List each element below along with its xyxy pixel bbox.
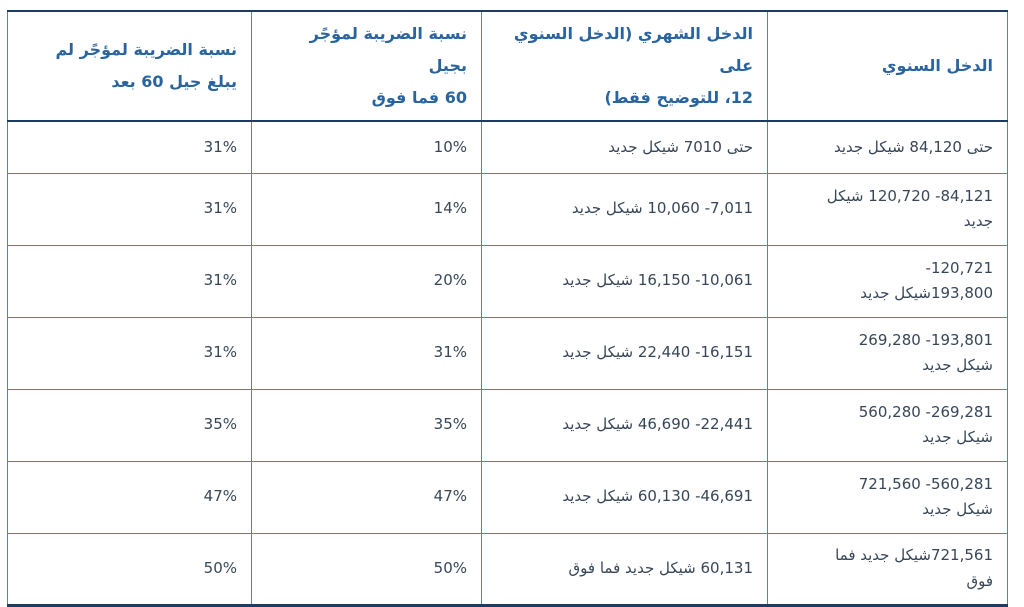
cell-r6-rate-under-60: 47% bbox=[7, 460, 252, 534]
cell-r4-rate-60-plus: 31% bbox=[251, 316, 482, 390]
rental-income-tax-brackets-table: الدخل السنوي الدخل الشهري (الدخل السنوي … bbox=[7, 10, 1008, 607]
cell-r1-monthly-income: حتى 7010 شيكل جديد bbox=[481, 120, 768, 174]
cell-r6-monthly-income: 46,691- 60,130 شيكل جديد bbox=[481, 460, 768, 534]
cell-r3-annual-income: 120,721- 193,800شيكل جديد bbox=[767, 244, 1008, 318]
table-row-4: 193,801- 269,280 شيكل جديد 16,151- 22,44… bbox=[7, 316, 1008, 390]
cell-r3-rate-under-60: 31% bbox=[7, 244, 252, 318]
cell-r5-monthly-income: 22,441- 46,690 شيكل جديد bbox=[481, 388, 768, 462]
cell-r7-rate-under-60: 50% bbox=[7, 532, 252, 606]
table-row-6: 560,281- 721,560 شيكل جديد 46,691- 60,13… bbox=[7, 460, 1008, 534]
cell-r3-monthly-income: 10,061- 16,150 شيكل جديد bbox=[481, 244, 768, 318]
cell-r2-rate-under-60: 31% bbox=[7, 172, 252, 246]
table-row-7: 721,561شيكل جديد فما فوق 60,131 شيكل جدي… bbox=[7, 532, 1008, 606]
cell-r6-rate-60-plus: 47% bbox=[251, 460, 482, 534]
column-header-tax-rate-under-60: نسبة الضريبة لمؤجًر لم يبلغ جيل 60 بعد bbox=[7, 10, 252, 122]
cell-r1-rate-under-60: 31% bbox=[7, 120, 252, 174]
table-header-row: الدخل السنوي الدخل الشهري (الدخل السنوي … bbox=[7, 10, 1008, 122]
table-row-5: 269,281- 560,280 شيكل جديد 22,441- 46,69… bbox=[7, 388, 1008, 462]
cell-r5-rate-60-plus: 35% bbox=[251, 388, 482, 462]
cell-r2-annual-income: 84,121- 120,720 شيكل جديد bbox=[767, 172, 1008, 246]
cell-r4-annual-income: 193,801- 269,280 شيكل جديد bbox=[767, 316, 1008, 390]
column-header-annual-income: الدخل السنوي bbox=[767, 10, 1008, 122]
table-row-2: 84,121- 120,720 شيكل جديد 7,011- 10,060 … bbox=[7, 172, 1008, 246]
cell-r3-rate-60-plus: 20% bbox=[251, 244, 482, 318]
cell-r5-annual-income: 269,281- 560,280 شيكل جديد bbox=[767, 388, 1008, 462]
cell-r4-monthly-income: 16,151- 22,440 شيكل جديد bbox=[481, 316, 768, 390]
column-header-monthly-income: الدخل الشهري (الدخل السنوي على 12، للتوض… bbox=[481, 10, 768, 122]
cell-r1-rate-60-plus: 10% bbox=[251, 120, 482, 174]
table-row-3: 120,721- 193,800شيكل جديد 10,061- 16,150… bbox=[7, 244, 1008, 318]
table-body: حتى 84,120 شيكل جديد حتى 7010 شيكل جديد … bbox=[7, 120, 1008, 606]
cell-r7-monthly-income: 60,131 شيكل جديد فما فوق bbox=[481, 532, 768, 606]
cell-r4-rate-under-60: 31% bbox=[7, 316, 252, 390]
cell-r6-annual-income: 560,281- 721,560 شيكل جديد bbox=[767, 460, 1008, 534]
column-header-tax-rate-age-60-plus: نسبة الضريبة لمؤجًر بجيل 60 فما فوق bbox=[251, 10, 482, 122]
cell-r1-annual-income: حتى 84,120 شيكل جديد bbox=[767, 120, 1008, 174]
cell-r2-rate-60-plus: 14% bbox=[251, 172, 482, 246]
cell-r7-rate-60-plus: 50% bbox=[251, 532, 482, 606]
cell-r7-annual-income: 721,561شيكل جديد فما فوق bbox=[767, 532, 1008, 606]
table-row-1: حتى 84,120 شيكل جديد حتى 7010 شيكل جديد … bbox=[7, 120, 1008, 174]
tax-table-container: الدخل السنوي الدخل الشهري (الدخل السنوي … bbox=[7, 10, 1008, 607]
cell-r5-rate-under-60: 35% bbox=[7, 388, 252, 462]
cell-r2-monthly-income: 7,011- 10,060 شيكل جديد bbox=[481, 172, 768, 246]
